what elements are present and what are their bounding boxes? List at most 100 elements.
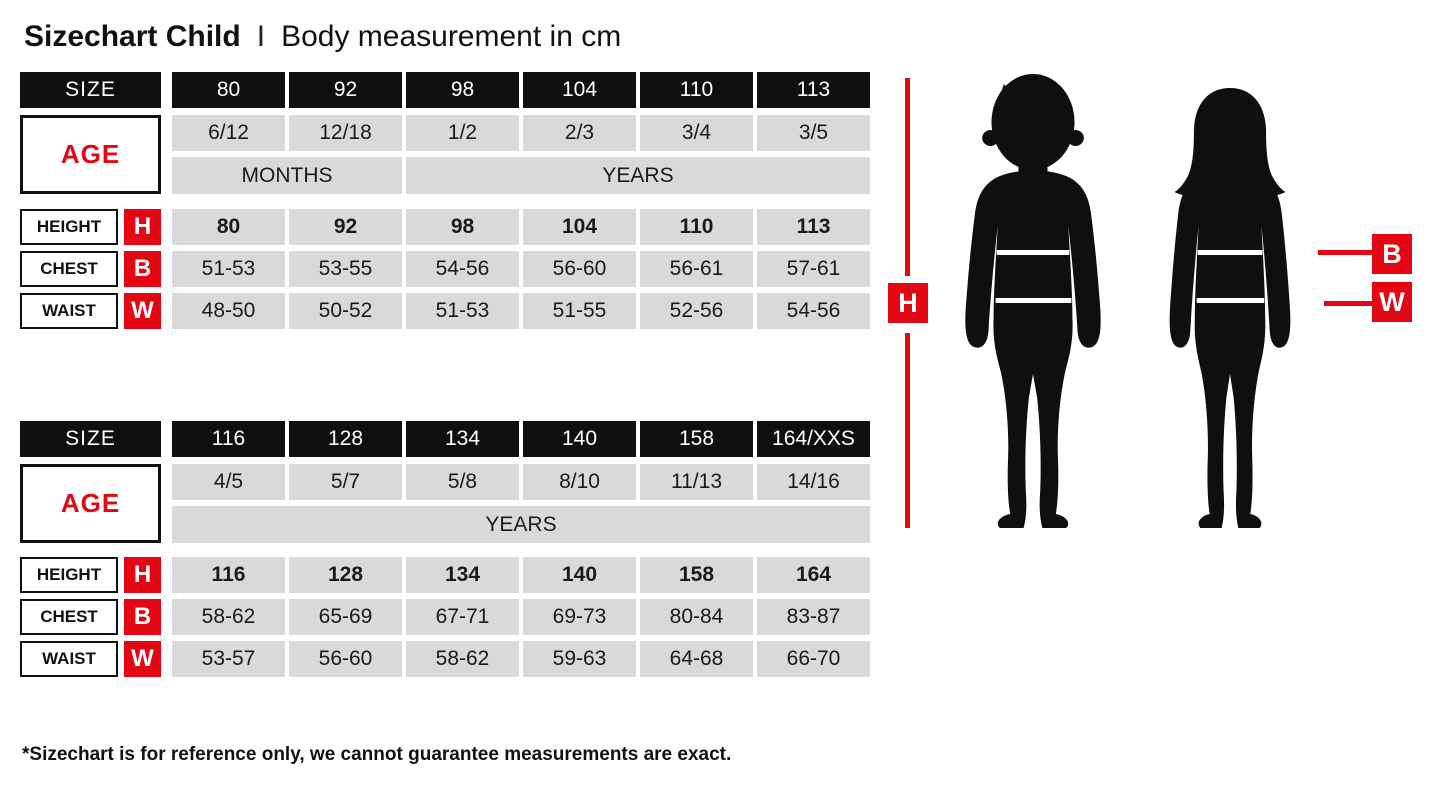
size-header-row: SIZE 80 92 98 104 110 113 <box>20 72 874 108</box>
chest-pointer-line <box>1318 250 1372 255</box>
waist-label: WAIST <box>20 293 118 329</box>
height-measure-line-top <box>905 78 910 276</box>
chest-badge: B <box>124 599 161 635</box>
height-measure-line-bottom <box>905 333 910 528</box>
height-badge: H <box>124 557 161 593</box>
size-cell: 80 <box>172 72 285 108</box>
boy-chest-line <box>996 250 1070 255</box>
chest-label: CHEST <box>20 599 118 635</box>
footnote: *Sizechart is for reference only, we can… <box>22 744 732 765</box>
boy-ear <box>982 130 999 146</box>
boy-silhouette <box>965 74 1101 528</box>
height-label: HEIGHT <box>20 209 118 245</box>
height-cell: 164 <box>757 557 870 593</box>
height-badge: H <box>124 209 161 245</box>
waist-cell: 53-57 <box>172 641 285 677</box>
size-cell: 134 <box>406 421 519 457</box>
age-cell: 12/18 <box>289 115 402 151</box>
age-cell: 5/7 <box>289 464 402 500</box>
waist-row: WAIST W 48-50 50-52 51-53 51-55 52-56 54… <box>20 293 874 329</box>
age-unit-years: YEARS <box>406 157 870 194</box>
waist-badge: W <box>124 641 161 677</box>
size-header-row: SIZE 116 128 134 140 158 164/XXS <box>20 421 874 457</box>
title-subtitle: Body measurement in cm <box>281 20 622 53</box>
age-cell: 6/12 <box>172 115 285 151</box>
boy-waist-line <box>995 298 1072 303</box>
chest-cell: 54-56 <box>406 251 519 287</box>
age-cell: 5/8 <box>406 464 519 500</box>
girl-waist-line <box>1196 298 1265 303</box>
size-cell: 128 <box>289 421 402 457</box>
waist-badge: W <box>124 293 161 329</box>
height-cell: 116 <box>172 557 285 593</box>
chest-cell: 56-61 <box>640 251 753 287</box>
waist-indicator-badge: W <box>1372 282 1412 322</box>
boy-hair-spike <box>1028 74 1046 87</box>
chest-cell: 80-84 <box>640 599 753 635</box>
waist-cell: 52-56 <box>640 293 753 329</box>
chest-cell: 58-62 <box>172 599 285 635</box>
chest-cell: 69-73 <box>523 599 636 635</box>
boy-hair-spike <box>1011 76 1029 92</box>
height-cell: 98 <box>406 209 519 245</box>
waist-cell: 58-62 <box>406 641 519 677</box>
waist-cell: 50-52 <box>289 293 402 329</box>
age-unit-years: YEARS <box>172 506 870 543</box>
girl-head <box>1174 88 1286 196</box>
height-cell: 113 <box>757 209 870 245</box>
height-row: HEIGHT H 116 128 134 140 158 164 <box>20 557 874 593</box>
height-cell: 134 <box>406 557 519 593</box>
size-header-label: SIZE <box>20 72 161 108</box>
chest-cell: 67-71 <box>406 599 519 635</box>
sizechart-table-small-sizes: SIZE 80 92 98 104 110 113 6/12 12/18 1/2… <box>20 72 874 329</box>
waist-cell: 51-55 <box>523 293 636 329</box>
chest-label: CHEST <box>20 251 118 287</box>
waist-cell: 56-60 <box>289 641 402 677</box>
size-header-label: SIZE <box>20 421 161 457</box>
boy-head <box>991 74 1075 170</box>
height-cell: 104 <box>523 209 636 245</box>
height-cell: 128 <box>289 557 402 593</box>
age-units-row: YEARS <box>172 506 874 543</box>
chest-cell: 65-69 <box>289 599 402 635</box>
title-main: Sizechart Child <box>24 20 241 53</box>
waist-cell: 54-56 <box>757 293 870 329</box>
title-separator: I <box>256 20 266 53</box>
chest-cell: 51-53 <box>172 251 285 287</box>
height-cell: 92 <box>289 209 402 245</box>
waist-cell: 64-68 <box>640 641 753 677</box>
height-label: HEIGHT <box>20 557 118 593</box>
chest-row: CHEST B 58-62 65-69 67-71 69-73 80-84 83… <box>20 599 874 635</box>
waist-pointer-line <box>1324 301 1372 306</box>
chest-cell: 83-87 <box>757 599 870 635</box>
waist-cell: 66-70 <box>757 641 870 677</box>
age-cell: 8/10 <box>523 464 636 500</box>
height-cell: 80 <box>172 209 285 245</box>
age-values-row: 4/5 5/7 5/8 8/10 11/13 14/16 <box>172 464 874 500</box>
age-values-row: 6/12 12/18 1/2 2/3 3/4 3/5 <box>172 115 874 151</box>
size-cell: 164/XXS <box>757 421 870 457</box>
waist-cell: 48-50 <box>172 293 285 329</box>
size-cell: 104 <box>523 72 636 108</box>
boy-ear <box>1067 130 1084 146</box>
girl-silhouette <box>1169 88 1291 528</box>
age-cell: 3/4 <box>640 115 753 151</box>
size-cell: 116 <box>172 421 285 457</box>
girl-body <box>1169 170 1291 528</box>
age-cell: 3/5 <box>757 115 870 151</box>
height-indicator-badge: H <box>888 283 928 323</box>
size-cell: 158 <box>640 421 753 457</box>
chest-row: CHEST B 51-53 53-55 54-56 56-60 56-61 57… <box>20 251 874 287</box>
chest-cell: 57-61 <box>757 251 870 287</box>
age-label-box: AGE <box>20 464 161 543</box>
height-row: HEIGHT H 80 92 98 104 110 113 <box>20 209 874 245</box>
boy-body <box>965 170 1101 528</box>
chest-indicator-badge: B <box>1372 234 1412 274</box>
size-cell: 98 <box>406 72 519 108</box>
girl-chest-line <box>1197 250 1263 255</box>
age-cell: 14/16 <box>757 464 870 500</box>
waist-cell: 59-63 <box>523 641 636 677</box>
chest-badge: B <box>124 251 161 287</box>
waist-label: WAIST <box>20 641 118 677</box>
